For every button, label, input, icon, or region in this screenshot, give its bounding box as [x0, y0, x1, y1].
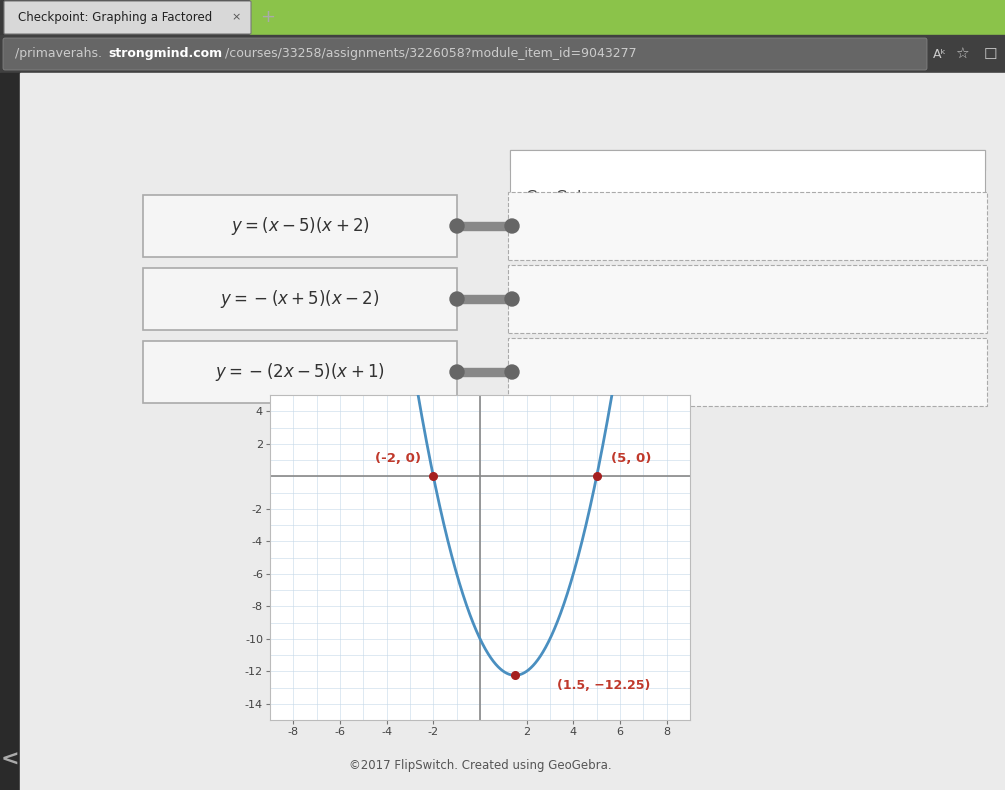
- FancyBboxPatch shape: [508, 338, 987, 406]
- Bar: [0, 35, 1005, 73]
- Text: $y=(x-5)(x+2)$: $y=(x-5)(x+2)$: [230, 215, 370, 237]
- FancyBboxPatch shape: [143, 268, 457, 330]
- FancyBboxPatch shape: [3, 38, 927, 70]
- Text: GeoGebra.: GeoGebra.: [525, 190, 607, 205]
- Text: /primaverahs.: /primaverahs.: [15, 47, 102, 61]
- Text: strongmind.com: strongmind.com: [108, 47, 222, 61]
- Circle shape: [505, 365, 519, 379]
- Circle shape: [505, 292, 519, 306]
- FancyBboxPatch shape: [143, 341, 457, 403]
- Bar: [0, 0, 1005, 35]
- Circle shape: [450, 292, 464, 306]
- Circle shape: [450, 365, 464, 379]
- Bar: [457, 295, 512, 303]
- Text: +: +: [260, 9, 275, 27]
- FancyBboxPatch shape: [4, 1, 251, 34]
- Bar: [0, 73, 20, 790]
- FancyBboxPatch shape: [510, 150, 985, 225]
- FancyBboxPatch shape: [508, 265, 987, 333]
- Text: ☐: ☐: [983, 47, 997, 62]
- Circle shape: [450, 219, 464, 233]
- Text: Aᵏ: Aᵏ: [933, 47, 947, 61]
- Text: ©2017 FlipSwitch. Created using GeoGebra.: ©2017 FlipSwitch. Created using GeoGebra…: [349, 758, 611, 772]
- Text: /courses/33258/assignments/3226058?module_item_id=9043277: /courses/33258/assignments/3226058?modul…: [225, 47, 636, 61]
- Text: (5, 0): (5, 0): [611, 452, 652, 465]
- FancyBboxPatch shape: [143, 195, 457, 257]
- Text: (1.5, −12.25): (1.5, −12.25): [557, 679, 650, 691]
- Circle shape: [505, 219, 519, 233]
- Text: $y=-(x+5)(x-2)$: $y=-(x+5)(x-2)$: [220, 288, 380, 310]
- Bar: [510, 150, 985, 170]
- Text: Checkpoint: Graphing a Factored: Checkpoint: Graphing a Factored: [18, 11, 212, 24]
- Bar: [457, 368, 512, 376]
- FancyBboxPatch shape: [508, 192, 987, 260]
- Text: (-2, 0): (-2, 0): [375, 452, 421, 465]
- Bar: [250, 0, 1005, 35]
- Text: ☆: ☆: [955, 47, 969, 62]
- Bar: [457, 222, 512, 230]
- Text: <: <: [1, 750, 19, 770]
- Text: $y=-(2x-5)(x+1)$: $y=-(2x-5)(x+1)$: [215, 361, 385, 383]
- Text: ×: ×: [231, 13, 240, 22]
